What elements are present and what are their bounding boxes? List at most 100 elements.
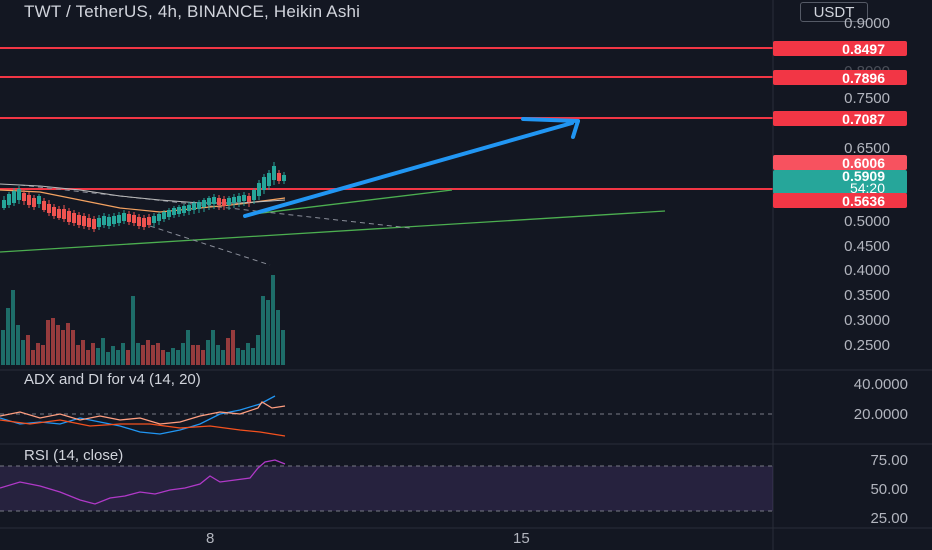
volume-bar	[161, 350, 165, 365]
volume-bar	[271, 275, 275, 365]
candle-body	[177, 207, 181, 214]
volume-bar	[211, 330, 215, 365]
price-tick: 0.7500	[844, 90, 890, 107]
time-label: 8	[206, 530, 215, 547]
volume-bar	[31, 350, 35, 365]
candle-body	[62, 209, 66, 219]
candle-body	[227, 198, 231, 205]
volume-bar	[241, 350, 245, 365]
trendline-upper[interactable]	[244, 189, 453, 216]
candle-body	[92, 219, 96, 229]
level-badge[interactable]: 0.6006	[773, 155, 907, 171]
candle-body	[82, 216, 86, 226]
rsi-tick: 75.00	[870, 452, 908, 469]
rsi-band	[0, 466, 773, 511]
volume-bar	[216, 345, 220, 365]
candle-body	[242, 195, 246, 201]
candle-body	[32, 198, 36, 207]
volume-bar	[156, 343, 160, 365]
volume-bar	[46, 320, 50, 365]
volume-bar	[256, 335, 260, 365]
candle-body	[117, 215, 121, 223]
candle-body	[12, 191, 16, 203]
price-tick: 0.2500	[844, 337, 890, 354]
volume-bar	[106, 352, 110, 365]
candle-body	[147, 217, 151, 225]
volume-bar	[231, 330, 235, 365]
rsi-panel-title: RSI (14, close)	[24, 447, 124, 464]
adx-line-blue	[0, 395, 276, 435]
candle-body	[137, 217, 141, 226]
volume-bar	[196, 345, 200, 365]
price-tick: 0.5000	[844, 213, 890, 230]
volume-bar	[276, 310, 280, 365]
volume-bar	[111, 346, 115, 365]
volume-bar	[71, 330, 75, 365]
volume-bar	[226, 338, 230, 365]
volume-bar	[136, 343, 140, 365]
price-tick: 0.6500	[844, 140, 890, 157]
adx-tick: 20.0000	[853, 406, 908, 423]
candle-body	[247, 196, 251, 202]
candle-body	[37, 196, 41, 204]
price-tick: 0.3500	[844, 287, 890, 304]
volume-bar	[191, 345, 195, 365]
chart-title: TWT / TetherUS, 4h, BINANCE, Heikin Ashi	[24, 2, 361, 21]
volume-bar	[281, 330, 285, 365]
volume-bar	[186, 330, 190, 365]
volume-bar	[151, 345, 155, 365]
candle-body	[187, 205, 191, 211]
currency-button[interactable]: USDT	[800, 2, 868, 22]
price-tick: 0.4000	[844, 262, 890, 279]
volume-bar	[56, 325, 60, 365]
candle-body	[52, 207, 56, 216]
candle-body	[77, 215, 81, 225]
candle-body	[67, 211, 71, 222]
volume-bar	[81, 340, 85, 365]
candle-body	[72, 213, 76, 223]
candle-body	[102, 216, 106, 225]
arrow-up-right-icon[interactable]	[243, 117, 580, 218]
volume-bar	[1, 330, 5, 365]
volume-bar	[221, 350, 225, 365]
candle-body	[272, 166, 276, 180]
candle-body	[97, 218, 101, 227]
rsi-tick: 50.00	[870, 481, 908, 498]
volume-bar	[66, 323, 70, 365]
candle-body	[222, 199, 226, 206]
volume-bar	[246, 343, 250, 365]
level-badge[interactable]: 0.7087	[773, 111, 907, 127]
volume-bar	[11, 290, 15, 365]
level-badge[interactable]: 0.5636	[773, 193, 907, 209]
trendline-lower[interactable]	[0, 210, 666, 253]
candle-body	[277, 173, 281, 181]
level-badge[interactable]: 0.7896	[773, 70, 907, 86]
candle-body	[237, 196, 241, 202]
candle-body	[152, 216, 156, 223]
current-price-value: 0.5909	[842, 168, 885, 184]
volume-bar	[76, 345, 80, 365]
volume-bar	[126, 350, 130, 365]
volume-bar	[171, 348, 175, 365]
volume-bar	[146, 340, 150, 365]
candle-body	[42, 201, 46, 210]
candle-body	[182, 206, 186, 213]
di-plus-line	[0, 401, 286, 425]
candle-body	[167, 210, 171, 217]
volume-bar	[206, 340, 210, 365]
volume-bar	[131, 296, 135, 365]
level-badge[interactable]: 0.8497	[773, 41, 907, 57]
volume-bar	[61, 330, 65, 365]
volume-bars	[1, 275, 285, 365]
volume-bar	[266, 300, 270, 365]
adx-tick: 40.0000	[853, 376, 908, 393]
volume-bar	[41, 345, 45, 365]
candlesticks[interactable]	[2, 162, 286, 232]
volume-bar	[6, 308, 10, 365]
candle-body	[267, 173, 271, 186]
candle-body	[87, 218, 91, 227]
current-price-badge[interactable]: 0.5909 54:20	[773, 168, 907, 195]
volume-bar	[96, 348, 100, 365]
volume-bar	[141, 345, 145, 365]
